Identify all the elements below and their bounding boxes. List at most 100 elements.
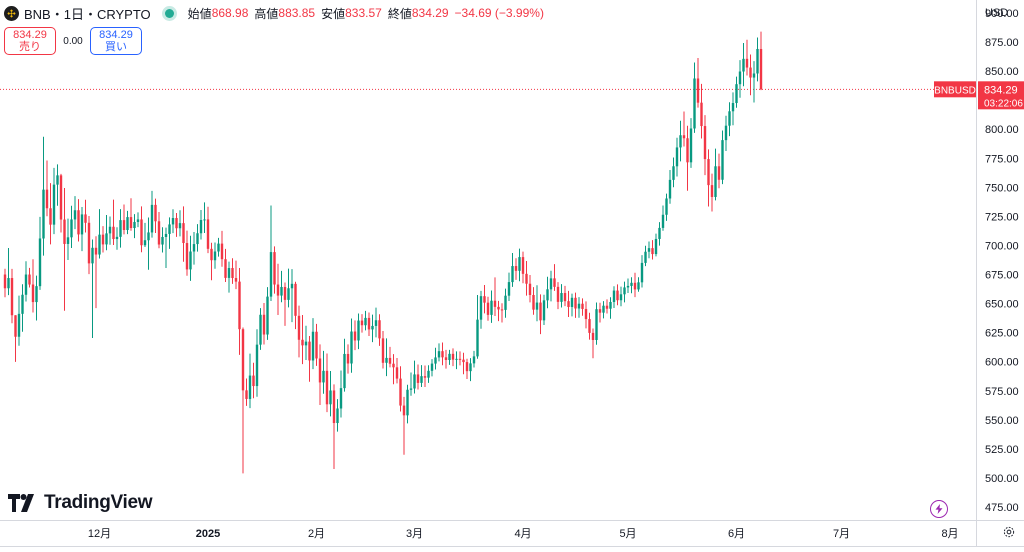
candle-body[interactable] xyxy=(59,175,63,220)
candle-body[interactable] xyxy=(553,278,556,287)
candle-body[interactable] xyxy=(322,370,325,383)
candle-body[interactable] xyxy=(560,293,563,302)
candle-body[interactable] xyxy=(742,58,745,72)
candle-body[interactable] xyxy=(455,358,458,360)
candle-body[interactable] xyxy=(339,388,343,409)
candle-body[interactable] xyxy=(511,266,514,283)
candle-body[interactable] xyxy=(584,308,588,320)
candle-body[interactable] xyxy=(567,301,570,307)
candle-body[interactable] xyxy=(430,363,434,371)
candle-body[interactable] xyxy=(388,357,392,364)
candle-body[interactable] xyxy=(164,233,168,237)
candle-body[interactable] xyxy=(294,283,297,316)
candle-body[interactable] xyxy=(234,278,238,282)
candle-body[interactable] xyxy=(199,220,203,234)
candle-body[interactable] xyxy=(133,221,136,229)
candle-body[interactable] xyxy=(14,315,17,337)
candle-body[interactable] xyxy=(147,232,150,241)
candle-body[interactable] xyxy=(745,58,749,68)
candle-body[interactable] xyxy=(3,274,7,289)
candle-body[interactable] xyxy=(406,389,409,416)
candle-body[interactable] xyxy=(122,220,126,230)
candle-body[interactable] xyxy=(546,289,549,301)
candle-body[interactable] xyxy=(287,288,290,300)
candle-body[interactable] xyxy=(476,319,479,357)
candle-body[interactable] xyxy=(80,214,84,235)
candle-body[interactable] xyxy=(665,198,668,215)
candle-body[interactable] xyxy=(157,221,161,245)
candle-body[interactable] xyxy=(395,367,399,379)
candle-body[interactable] xyxy=(693,78,696,129)
candle-body[interactable] xyxy=(525,273,528,284)
candle-body[interactable] xyxy=(84,214,87,223)
candle-body[interactable] xyxy=(189,251,192,270)
candle-body[interactable] xyxy=(591,332,595,340)
candle-body[interactable] xyxy=(206,219,210,249)
candle-body[interactable] xyxy=(66,237,70,244)
candle-body[interactable] xyxy=(612,290,616,302)
candle-body[interactable] xyxy=(203,219,206,221)
candle-body[interactable] xyxy=(308,341,311,361)
candle-body[interactable] xyxy=(224,259,227,278)
candle-body[interactable] xyxy=(514,266,518,271)
candle-body[interactable] xyxy=(532,295,535,310)
candle-body[interactable] xyxy=(126,217,129,230)
candle-body[interactable] xyxy=(392,363,395,368)
candle-body[interactable] xyxy=(490,300,493,315)
candle-body[interactable] xyxy=(94,247,98,255)
candle-body[interactable] xyxy=(171,218,175,225)
candle-body[interactable] xyxy=(283,286,287,300)
candle-body[interactable] xyxy=(668,179,672,199)
candle-body[interactable] xyxy=(542,300,546,321)
candle-body[interactable] xyxy=(686,138,689,163)
candle-body[interactable] xyxy=(413,374,416,389)
candle-body[interactable] xyxy=(101,234,105,245)
candle-body[interactable] xyxy=(10,278,14,316)
candle-body[interactable] xyxy=(115,236,119,240)
candle-body[interactable] xyxy=(399,378,402,406)
candle-body[interactable] xyxy=(280,286,283,296)
candle-body[interactable] xyxy=(245,390,248,399)
candle-body[interactable] xyxy=(577,303,581,309)
candle-body[interactable] xyxy=(196,233,199,245)
candle-body[interactable] xyxy=(21,294,24,314)
candle-body[interactable] xyxy=(325,370,329,405)
candle-body[interactable] xyxy=(724,125,728,141)
candle-body[interactable] xyxy=(213,251,217,261)
candle-body[interactable] xyxy=(311,331,315,361)
candle-body[interactable] xyxy=(276,284,280,296)
candle-body[interactable] xyxy=(7,278,10,289)
candle-body[interactable] xyxy=(140,219,143,246)
candle-body[interactable] xyxy=(45,189,49,209)
candle-body[interactable] xyxy=(49,208,52,225)
candle-body[interactable] xyxy=(651,248,654,255)
candle-body[interactable] xyxy=(735,84,738,104)
candle-body[interactable] xyxy=(448,353,451,360)
candle-body[interactable] xyxy=(217,243,220,252)
candle-body[interactable] xyxy=(630,282,633,286)
buy-button[interactable]: 834.29 買い xyxy=(90,27,142,55)
candle-body[interactable] xyxy=(185,243,189,270)
candle-body[interactable] xyxy=(192,244,196,252)
candle-body[interactable] xyxy=(672,166,675,180)
candle-body[interactable] xyxy=(497,306,500,310)
candle-body[interactable] xyxy=(710,185,714,197)
candle-body[interactable] xyxy=(98,234,101,255)
candle-body[interactable] xyxy=(329,390,332,405)
candle-body[interactable] xyxy=(682,135,686,139)
candle-body[interactable] xyxy=(385,357,388,363)
candle-body[interactable] xyxy=(371,325,374,330)
candle-body[interactable] xyxy=(178,223,182,229)
candle-body[interactable] xyxy=(315,331,318,359)
candle-body[interactable] xyxy=(556,286,560,302)
candle-body[interactable] xyxy=(343,353,346,389)
candle-body[interactable] xyxy=(241,329,245,391)
candle-body[interactable] xyxy=(367,317,371,330)
candle-body[interactable] xyxy=(168,224,171,234)
candle-body[interactable] xyxy=(437,351,441,358)
candle-body[interactable] xyxy=(434,357,437,364)
candle-body[interactable] xyxy=(266,296,269,335)
candle-body[interactable] xyxy=(535,302,539,310)
candle-body[interactable] xyxy=(409,388,413,390)
candle-body[interactable] xyxy=(647,248,651,252)
